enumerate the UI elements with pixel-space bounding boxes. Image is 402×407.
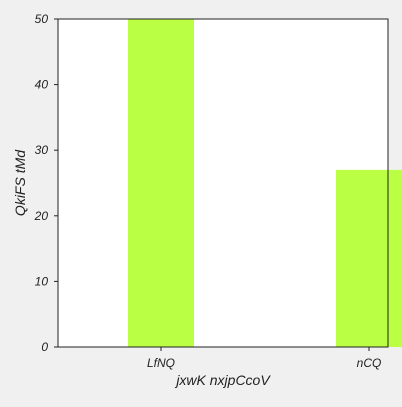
y-axis-ticks: 0 10 20 30 40 50 [34, 12, 58, 354]
x-axis-ticks: LfNQ nCQ [147, 347, 381, 370]
y-tick-label: 10 [35, 274, 49, 288]
bar-nCQ [336, 169, 402, 347]
plot-area [58, 19, 388, 347]
plot-frame [57, 18, 389, 348]
y-axis-label: QkiFS tMd [12, 149, 28, 216]
bars-group [128, 19, 402, 347]
y-tick-label: 20 [34, 209, 49, 223]
x-tick-label: nCQ [357, 356, 382, 370]
x-axis-label: jxwK nxjpCcoV [174, 372, 271, 388]
y-tick-label: 50 [35, 12, 49, 26]
x-tick-label: LfNQ [147, 356, 175, 370]
y-tick-label: 40 [35, 78, 49, 92]
y-tick-label: 0 [41, 340, 48, 354]
y-tick-label: 30 [35, 143, 49, 157]
bar-LfNQ [128, 19, 194, 347]
